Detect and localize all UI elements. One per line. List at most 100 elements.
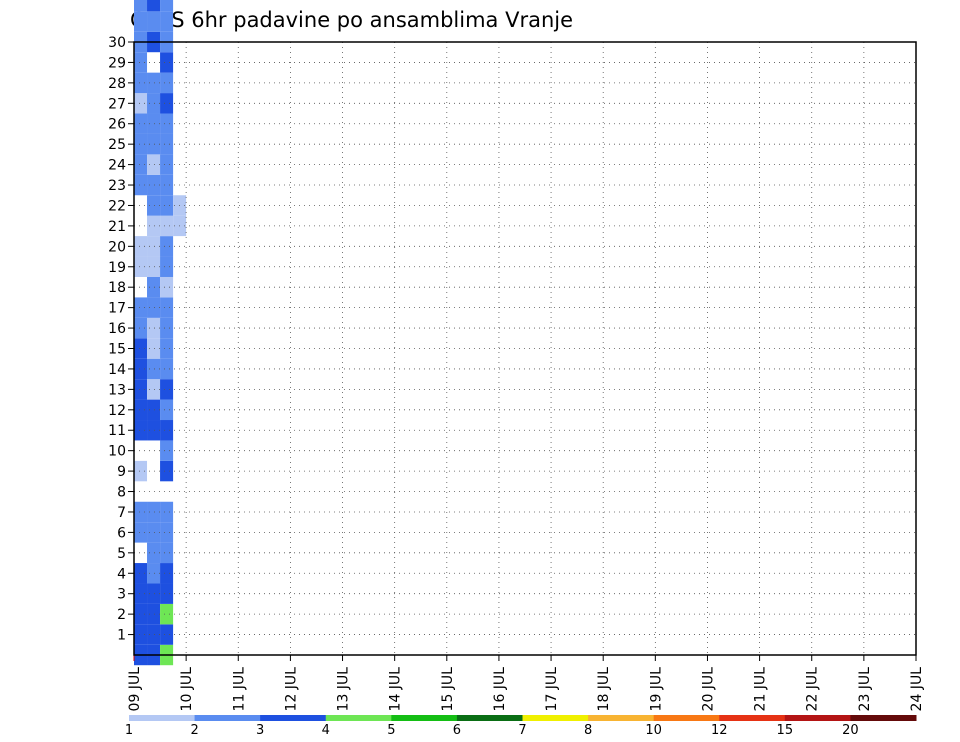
y-tick-label: 10 — [108, 444, 126, 460]
x-tick-label: 16 JUL — [492, 667, 508, 712]
precip-cell — [134, 522, 148, 543]
y-tick-label: 11 — [108, 423, 126, 439]
legend-swatch — [719, 715, 786, 721]
plot-frame — [133, 41, 917, 656]
precip-cell — [160, 522, 174, 543]
x-tick-label: 24 JUL — [909, 667, 925, 712]
y-tick-label: 5 — [117, 546, 126, 562]
x-tick-label: 09 JUL — [127, 667, 143, 712]
y-tick-label: 20 — [108, 239, 126, 255]
precip-cell — [147, 0, 161, 12]
precip-cell — [160, 113, 174, 134]
precip-cell — [160, 93, 174, 114]
legend-label: 7 — [518, 723, 526, 738]
legend-swatch — [653, 715, 720, 721]
x-tick-label: 13 JUL — [336, 667, 352, 712]
y-tick-label: 1 — [117, 628, 126, 644]
x-tick-label: 23 JUL — [857, 667, 873, 712]
x-tick-label: 15 JUL — [440, 667, 456, 712]
precip-cell — [160, 133, 174, 155]
y-tick-label: 2 — [117, 607, 126, 623]
legend-swatch — [588, 715, 655, 721]
y-tick-label: 6 — [117, 525, 126, 541]
y-tick-label: 3 — [117, 587, 126, 603]
legend-label: 4 — [322, 723, 330, 738]
precip-cell — [134, 399, 148, 421]
legend-label: 12 — [711, 723, 728, 738]
y-axis: 1234567891011121314151617181920212223242… — [108, 35, 134, 644]
y-tick-label: 8 — [117, 485, 126, 501]
precip-cell — [134, 460, 148, 482]
precip-cell — [147, 501, 161, 523]
precip-cell — [134, 236, 148, 257]
x-tick-label: 17 JUL — [544, 667, 560, 712]
precip-cell — [160, 195, 174, 216]
precip-cell — [134, 338, 148, 359]
legend-swatch — [260, 715, 327, 721]
grid-layer — [134, 42, 916, 655]
precip-cell — [147, 583, 161, 604]
precip-cell — [147, 603, 161, 625]
precip-cell — [134, 256, 148, 277]
precip-cell — [147, 236, 161, 257]
y-tick-label: 22 — [108, 198, 126, 214]
precip-cell — [134, 420, 148, 441]
legend-label: 8 — [584, 723, 592, 738]
precip-cell — [160, 440, 174, 461]
x-tick-label: 11 JUL — [231, 667, 247, 712]
precip-cell — [147, 256, 161, 277]
precip-cell — [160, 297, 174, 318]
x-tick-label: 19 JUL — [648, 667, 664, 712]
x-axis: 09 JUL 10 JUL 11 JUL 12 JUL 13 JUL 14 JUL 15 J… — [127, 655, 925, 711]
precip-cell — [147, 174, 161, 196]
y-tick-label: 18 — [108, 280, 126, 296]
precip-cell — [160, 52, 174, 73]
legend-swatch — [522, 715, 589, 721]
cells-layer — [134, 0, 187, 666]
precip-cell — [160, 583, 174, 604]
precip-cell — [160, 358, 174, 380]
precip-cell — [147, 379, 161, 400]
precip-cell — [160, 420, 174, 441]
legend-label: 1 — [125, 723, 133, 738]
y-tick-label: 14 — [108, 362, 126, 378]
x-tick-label: 18 JUL — [596, 667, 612, 712]
legend-label: 15 — [777, 723, 794, 738]
legend-label: 2 — [190, 723, 198, 738]
precip-cell — [160, 236, 174, 257]
legend-swatch — [325, 715, 392, 721]
precip-cell — [160, 501, 174, 523]
y-tick-label: 28 — [108, 76, 126, 92]
precip-cell — [160, 542, 174, 564]
x-tick-label: 10 JUL — [179, 667, 195, 712]
precip-cell — [160, 317, 174, 339]
legend-swatch — [784, 715, 851, 721]
precip-cell — [160, 399, 174, 421]
legend-swatch — [391, 715, 458, 721]
precip-cell — [134, 174, 148, 196]
legend-swatch — [194, 715, 261, 721]
y-tick-label: 21 — [108, 219, 126, 235]
y-tick-label: 9 — [117, 464, 126, 480]
precip-cell — [134, 297, 148, 318]
precip-cell — [147, 297, 161, 318]
x-tick-label: 21 JUL — [753, 667, 769, 712]
y-tick-label: 15 — [108, 342, 126, 358]
y-tick-label: 19 — [108, 260, 126, 276]
precip-cell — [147, 420, 161, 441]
precip-cell — [147, 624, 161, 645]
legend-swatch — [129, 715, 196, 721]
legend-label: 6 — [453, 723, 461, 738]
x-tick-label: 22 JUL — [805, 667, 821, 712]
precip-cell — [134, 603, 148, 625]
precip-cell — [134, 624, 148, 645]
precip-cell — [134, 93, 148, 114]
legend-label: 5 — [387, 723, 395, 738]
chart-title: GEFS 6hr padavine po ansamblima Vranje — [130, 8, 573, 32]
y-tick-label: 25 — [108, 137, 126, 153]
y-tick-label: 4 — [117, 566, 126, 582]
precip-cell — [160, 0, 174, 12]
precip-cell — [160, 11, 174, 32]
y-tick-label: 24 — [108, 158, 126, 174]
